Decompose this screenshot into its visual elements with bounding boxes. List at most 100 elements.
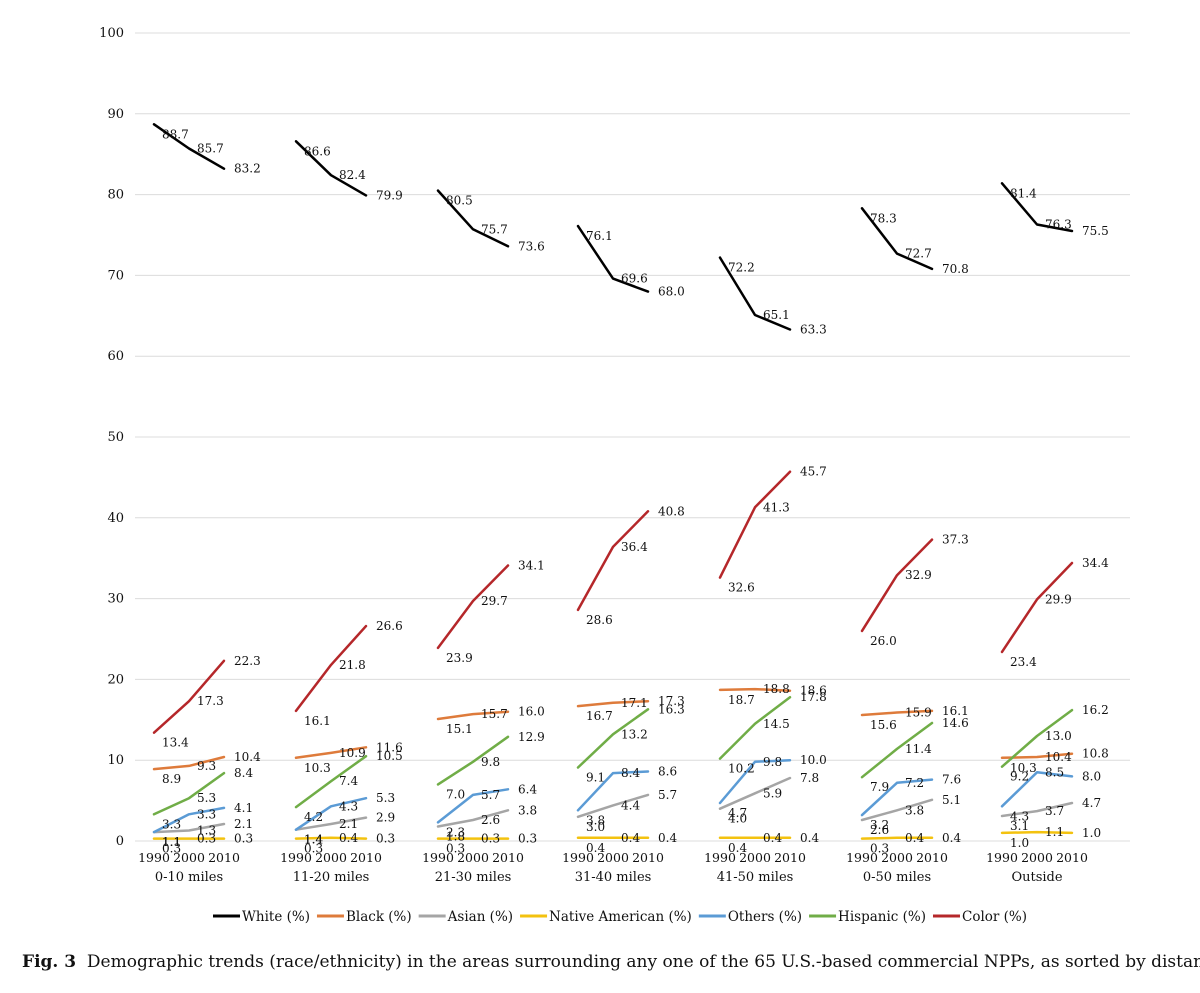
y-tick-label: 90 (107, 107, 124, 122)
series-line (576, 770, 650, 812)
data-label: 81.4 (1010, 186, 1037, 200)
series-line (576, 699, 650, 708)
data-label: 0.3 (481, 832, 500, 846)
data-label: 3.0 (586, 820, 605, 834)
series-line (860, 709, 934, 717)
series-line (576, 708, 650, 769)
series-line (1000, 561, 1074, 654)
data-label: 41.3 (763, 500, 790, 514)
data-label: 12.9 (518, 730, 545, 744)
data-label: 2.9 (376, 811, 395, 825)
data-label: 8.6 (658, 765, 677, 779)
data-label: 88.7 (162, 127, 189, 141)
y-tick-label: 10 (107, 753, 124, 768)
data-label: 2.1 (234, 817, 253, 831)
data-label: 7.0 (446, 787, 465, 801)
series-line (436, 710, 510, 721)
series-line (1000, 830, 1074, 835)
data-label: 0.3 (870, 842, 889, 856)
data-label: 86.6 (304, 144, 331, 158)
data-label: 72.7 (905, 247, 932, 261)
series-line (436, 564, 510, 650)
data-label: 4.3 (1010, 809, 1029, 823)
group-label: 11-20 miles (293, 870, 370, 885)
series-line (436, 189, 510, 248)
data-label: 17.1 (621, 696, 648, 710)
y-tick-label: 80 (107, 188, 124, 203)
data-labels: 88.7 85.7 83.2 86.6 82.4 79.9 80.5 75.7 73.6 76.1… (162, 127, 1109, 855)
series-line (718, 758, 792, 805)
series-line (718, 470, 792, 579)
data-label: 5.9 (763, 786, 782, 800)
data-label: 0.4 (658, 831, 677, 845)
year-tick-label: 2000 (739, 850, 771, 865)
data-label: 85.7 (197, 142, 224, 156)
data-label: 10.9 (339, 746, 366, 760)
data-label: 18.6 (800, 684, 827, 698)
series-line (576, 224, 650, 293)
data-label: 9.3 (197, 759, 216, 773)
series-line (152, 123, 226, 170)
year-tick-label: 2010 (1056, 850, 1088, 865)
year-tick-label: 2010 (774, 850, 806, 865)
data-label: 3.2 (870, 818, 889, 832)
data-label: 1.4 (304, 833, 323, 847)
series-line (294, 140, 368, 197)
data-label: 18.7 (728, 693, 755, 707)
data-label: 63.3 (800, 323, 827, 337)
year-tick-label: 2010 (208, 850, 240, 865)
series-line (294, 624, 368, 713)
data-label: 0.3 (234, 832, 253, 846)
series-line (718, 776, 792, 810)
data-label: 70.8 (942, 262, 969, 276)
data-label: 1.0 (1082, 826, 1101, 840)
series-line (152, 659, 226, 734)
series-line (1000, 182, 1074, 233)
year-tick-label: 1990 (562, 850, 594, 865)
series-line (860, 538, 934, 633)
figure-caption: Fig. 3 Demographic trends (race/ethnicit… (22, 952, 1200, 972)
gridlines (135, 32, 1130, 842)
data-label: 9.8 (481, 755, 500, 769)
series-line (1000, 801, 1074, 818)
data-label: 1.4 (304, 833, 323, 847)
data-label: 15.1 (446, 722, 473, 736)
data-label: 17.3 (658, 694, 685, 708)
series-line (860, 721, 934, 779)
data-label: 80.5 (446, 194, 473, 208)
series-line (860, 798, 934, 822)
data-label: 29.7 (481, 594, 508, 608)
data-label: 7.6 (942, 773, 961, 787)
data-label: 15.6 (870, 718, 897, 732)
data-label: 8.9 (162, 772, 181, 786)
data-label: 34.4 (1082, 556, 1109, 570)
data-label: 14.5 (763, 717, 790, 731)
data-label: 1.1 (162, 835, 181, 849)
year-tick-label: 1990 (280, 850, 312, 865)
data-label: 28.6 (586, 613, 613, 627)
data-label: 3.8 (586, 813, 605, 827)
data-label: 78.3 (870, 211, 897, 225)
data-label: 6.4 (518, 782, 537, 796)
data-label: 3.8 (518, 803, 537, 817)
series-line (294, 796, 368, 831)
data-label: 0.3 (376, 832, 395, 846)
y-tick-label: 30 (107, 592, 124, 607)
data-label: 0.4 (942, 831, 961, 845)
year-tick-label: 2000 (173, 850, 205, 865)
data-label: 0.3 (518, 832, 537, 846)
data-label: 1.1 (162, 835, 181, 849)
year-tick-label: 2010 (350, 850, 382, 865)
series-line (576, 510, 650, 612)
data-label: 8.4 (621, 766, 640, 780)
data-label: 5.7 (658, 788, 677, 802)
data-label: 8.4 (234, 766, 253, 780)
y-tick-label: 60 (107, 349, 124, 364)
data-label: 76.1 (586, 229, 613, 243)
data-label: 9.8 (763, 755, 782, 769)
data-label: 76.3 (1045, 217, 1072, 231)
data-label: 4.3 (339, 799, 358, 813)
series-line (1000, 771, 1074, 808)
year-tick-label: 2010 (492, 850, 524, 865)
